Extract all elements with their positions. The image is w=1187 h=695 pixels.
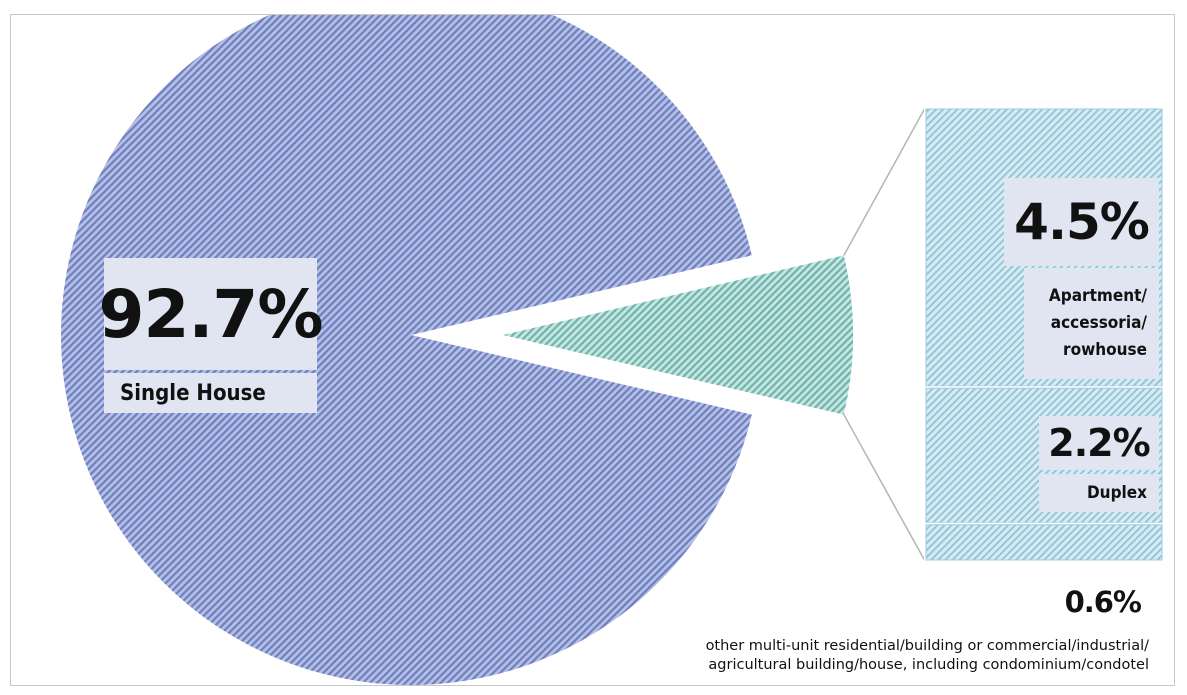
bar-of-pie-chart bbox=[61, 15, 1164, 685]
apartment-value: 4.5% bbox=[1014, 193, 1150, 251]
other-value: 0.6% bbox=[1011, 585, 1142, 619]
apartment-label-line-3: rowhouse bbox=[1063, 340, 1147, 360]
bar-segment-outline-2 bbox=[925, 524, 1163, 561]
pie-category-label: Single House bbox=[104, 373, 317, 413]
pie-value-label: 92.7% bbox=[99, 258, 323, 370]
duplex-value: 2.2% bbox=[1048, 421, 1150, 465]
bar-category-label: Duplex bbox=[1039, 474, 1159, 512]
bar-segment-2 bbox=[924, 522, 1164, 562]
bar-value-label: 2.2% bbox=[1039, 416, 1159, 470]
bar-segment-outline-0 bbox=[925, 108, 1163, 387]
other-category-label: other multi-unit residential/building or… bbox=[481, 637, 1149, 675]
duplex-label: Duplex bbox=[1086, 483, 1147, 503]
pie-slice-single-house bbox=[61, 15, 752, 685]
bar-category-label: Apartment/ accessoria/ rowhouse bbox=[1024, 268, 1159, 379]
connector-line-top bbox=[843, 107, 926, 256]
other-label-line-2: agricultural building/house, including c… bbox=[708, 657, 1149, 673]
single-house-label: Single House bbox=[120, 380, 266, 406]
apartment-label-line-1: Apartment/ bbox=[1048, 286, 1147, 306]
single-house-value: 92.7% bbox=[98, 275, 324, 353]
bar-value-label: 4.5% bbox=[1004, 178, 1159, 266]
chart-frame: 92.7% Single House 4.5% Apartment/ acces… bbox=[10, 14, 1175, 686]
apartment-label-line-2: accessoria/ bbox=[1050, 313, 1147, 333]
connector-line-bottom bbox=[843, 414, 926, 562]
other-value-text: 0.6% bbox=[1064, 585, 1142, 619]
pie-slice-other bbox=[503, 255, 853, 415]
other-label-line-1: other multi-unit residential/building or… bbox=[705, 638, 1149, 654]
